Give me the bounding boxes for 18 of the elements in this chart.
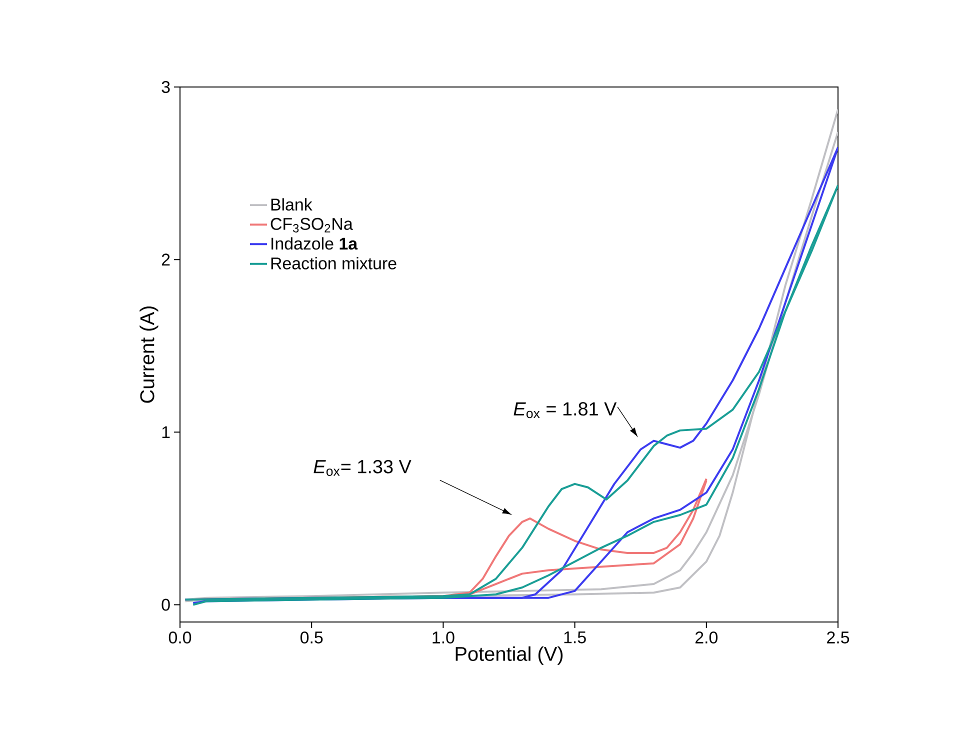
annotation: E$_{ox}$ = 1.81 V [514, 402, 617, 418]
x-axis-title: Potential (V) [456, 646, 563, 665]
x-tick-label: 1.0 [432, 631, 454, 644]
legend-label: Blank [271, 198, 312, 211]
legend-label: Indazole 1a [272, 237, 358, 250]
legend-label: CF$_{3}$SO$_{2}$Na [270, 218, 353, 232]
x-tick-label: 2.0 [695, 631, 718, 644]
x-tick-label: 2.5 [827, 631, 850, 644]
y-tick-label: 0 [162, 598, 170, 611]
x-tick-label: 0.0 [168, 631, 192, 644]
y-tick-label: 1 [162, 426, 170, 438]
legend-label: Reaction mixture [271, 256, 396, 270]
x-tick-label: 1.5 [564, 631, 586, 644]
annotation: E$_{ox}$= 1.33 V [314, 460, 412, 476]
y-axis-title: Current (A) [140, 306, 158, 403]
y-tick-label: 3 [162, 81, 170, 93]
x-tick-label: 0.5 [300, 631, 323, 644]
y-tick-label: 2 [162, 254, 170, 266]
